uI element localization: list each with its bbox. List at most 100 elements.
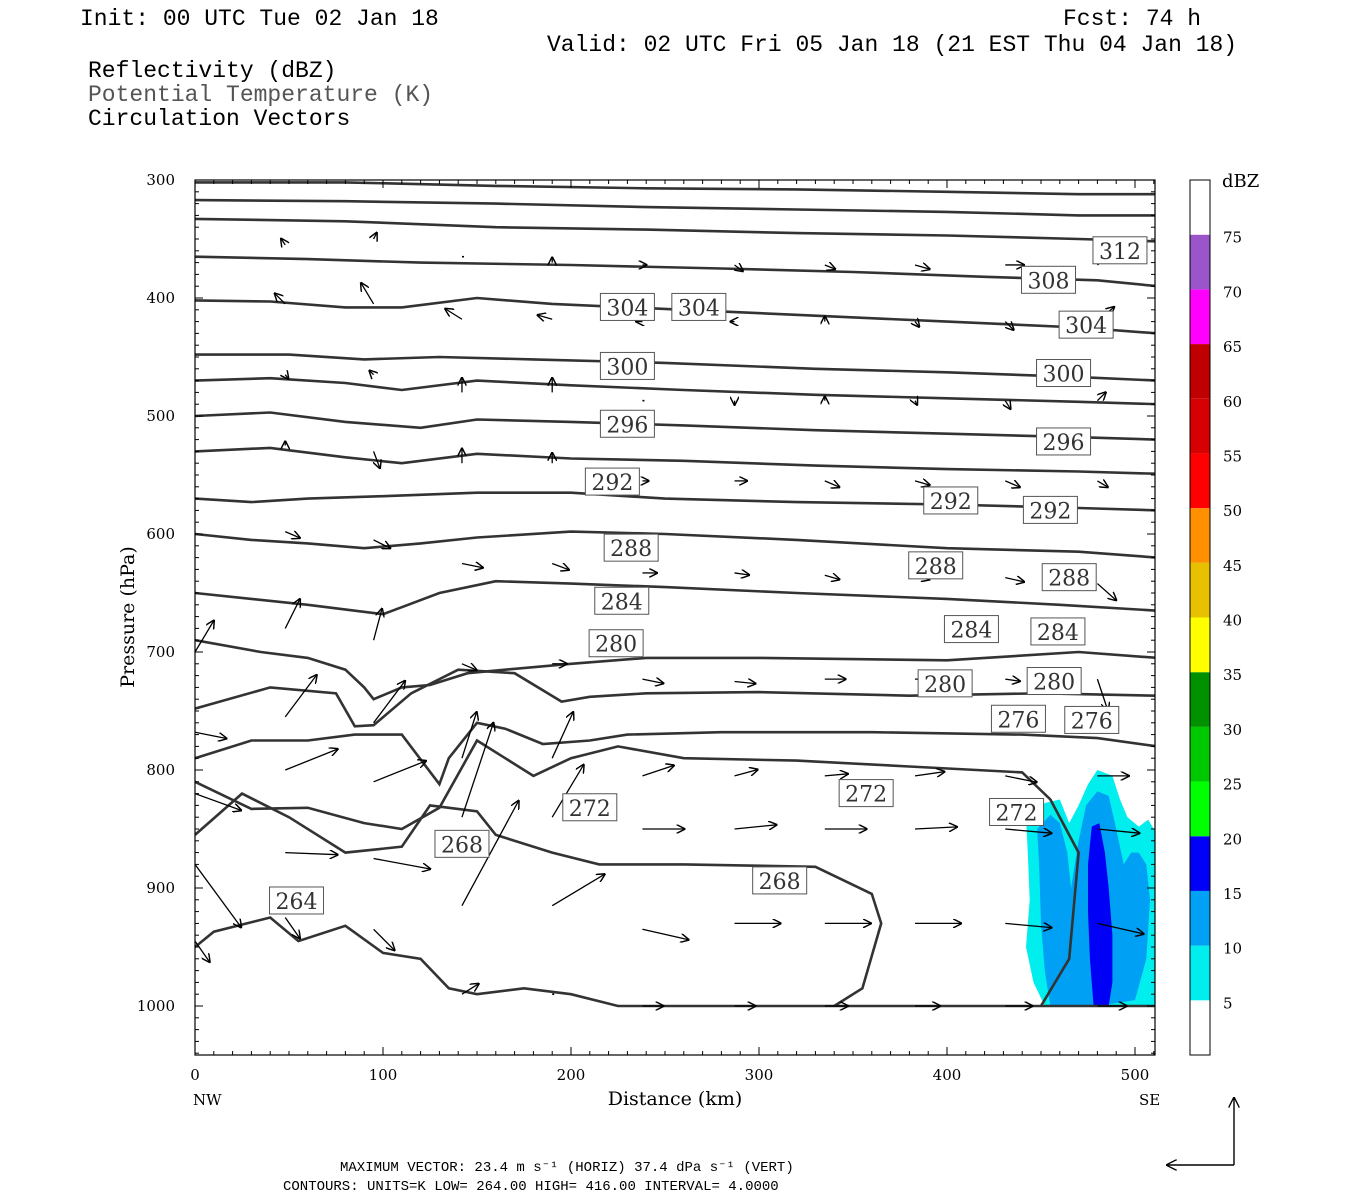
circulation-vector (1005, 775, 1037, 782)
circulation-vector (373, 681, 406, 724)
y-axis: 300 400 500 600 700 800 900 1000 (137, 171, 1155, 1054)
contour-label-box (588, 629, 644, 658)
contour-label: 312 (1099, 240, 1141, 265)
contour-label: 292 (930, 490, 972, 515)
circulation-vector (461, 801, 519, 907)
circulation-vector (735, 265, 743, 271)
contour-label: 280 (924, 673, 966, 698)
legend-potential-temperature: Potential Temperature (K) (88, 82, 433, 108)
theta-contour-272 (195, 738, 1080, 1007)
contour-label-box (603, 533, 659, 562)
max-vector-note: MAXIMUM VECTOR: 23.4 m s⁻¹ (HORIZ) 37.4 … (340, 1160, 794, 1176)
circulation-vector (284, 749, 338, 771)
colorbar-swatch (1190, 781, 1210, 837)
theta-contour-288 (195, 579, 1155, 616)
contour-label: 268 (441, 833, 483, 858)
theta-contour-292 (195, 530, 1155, 559)
contours-note: CONTOURS: UNITS=K LOW= 264.00 HIGH= 416.… (283, 1179, 779, 1195)
circulation-vector (195, 940, 210, 962)
circulation-vector (551, 712, 573, 759)
circulation-vector (915, 827, 957, 829)
contour-label-box (594, 586, 650, 615)
circulation-vector (285, 375, 288, 379)
x-axis-title: Distance (km) (608, 1088, 743, 1110)
colorbar-swatch (1190, 726, 1210, 782)
colorbar-label: 10 (1223, 940, 1242, 958)
circulation-vector (1005, 322, 1013, 330)
theta-contour-320 (195, 255, 1155, 288)
circulation-vector (824, 265, 836, 269)
circulation-vector (642, 679, 663, 683)
contour-label-box (908, 551, 964, 580)
contour-label-box (943, 615, 999, 644)
contour-label-box (838, 779, 894, 808)
colorbar-swatch (1190, 234, 1210, 290)
y-tick-label: 800 (146, 761, 175, 779)
contour-labels: 312 308 304 304 304 300 300 296 296 292 292 292 288 2… (269, 236, 1148, 915)
circulation-vector (284, 917, 300, 939)
theta-contour-312 (195, 353, 1155, 382)
colorbar-label: 15 (1223, 885, 1242, 903)
x-tick-label: 200 (557, 1066, 586, 1084)
colorbar-swatch (1190, 180, 1210, 235)
colorbar-title: dBZ (1222, 171, 1259, 192)
contour-label: 304 (1065, 314, 1107, 339)
circulation-vector (461, 984, 479, 995)
contour-label: 288 (915, 555, 957, 580)
reflectivity-cell-15dbz (1088, 823, 1113, 1006)
theta-contour-280 (195, 668, 1155, 728)
contour-label: 300 (606, 355, 648, 380)
circulation-vector (284, 532, 300, 538)
circulation-vector (734, 825, 777, 829)
colorbar-swatch (1190, 344, 1210, 399)
y-tick-label: 600 (146, 525, 175, 543)
colorbar-frame (1189, 179, 1211, 1056)
colorbar-label: 65 (1223, 338, 1242, 356)
circulation-vector (734, 682, 756, 684)
colorbar-swatch (1190, 836, 1210, 891)
contour-label: 292 (1029, 499, 1071, 524)
contour-label: 272 (845, 783, 887, 808)
contour-label-box (1064, 705, 1120, 734)
contour-label: 292 (591, 471, 633, 496)
theta-contour-328 (195, 198, 1155, 217)
colorbar-swatch (1190, 672, 1210, 727)
circulation-vector (374, 451, 380, 468)
x-tick-label: 400 (933, 1066, 962, 1084)
y-tick-label: 500 (146, 407, 175, 425)
contour-label: 296 (1043, 431, 1085, 456)
circulation-vector (1005, 401, 1010, 409)
valid-time: Valid: 02 UTC Fri 05 Jan 18 (21 EST Thu … (547, 32, 1237, 58)
colorbar-swatch (1190, 508, 1210, 563)
contour-label: 272 (996, 801, 1038, 826)
circulation-vector (1005, 481, 1020, 487)
contour-label: 284 (950, 619, 992, 644)
legend-reflectivity: Reflectivity (dBZ) (88, 58, 336, 84)
circulation-vector (1097, 392, 1105, 400)
colorbar-swatch (1190, 890, 1210, 946)
contour-label: 280 (1033, 671, 1075, 696)
circulation-vector (538, 315, 553, 319)
circulation-vector (284, 675, 317, 718)
colorbar-label: 20 (1223, 830, 1242, 848)
circulation-vector (824, 774, 848, 776)
colorbar-label: 30 (1223, 721, 1242, 739)
circulation-vector (642, 928, 688, 940)
circulation-vector (1097, 922, 1143, 934)
colorbar-swatch (1190, 453, 1210, 509)
circulation-vector (1096, 678, 1108, 711)
circulation-vector (642, 765, 674, 777)
colorbar-label: 35 (1223, 666, 1242, 684)
circulation-vector (915, 322, 919, 327)
circulation-vector (361, 283, 375, 305)
contour-label: 268 (759, 870, 801, 895)
x-tick-label: 500 (1121, 1066, 1150, 1084)
circulation-vector (1005, 679, 1020, 681)
circulation-vector (373, 761, 427, 783)
contour-label-box (1058, 310, 1114, 339)
theta-contour-264 (195, 916, 1155, 1008)
colorbar-label: 55 (1223, 447, 1242, 465)
circulation-vector (461, 712, 477, 759)
circulation-vector (734, 573, 750, 575)
contour-label-box (562, 793, 618, 822)
